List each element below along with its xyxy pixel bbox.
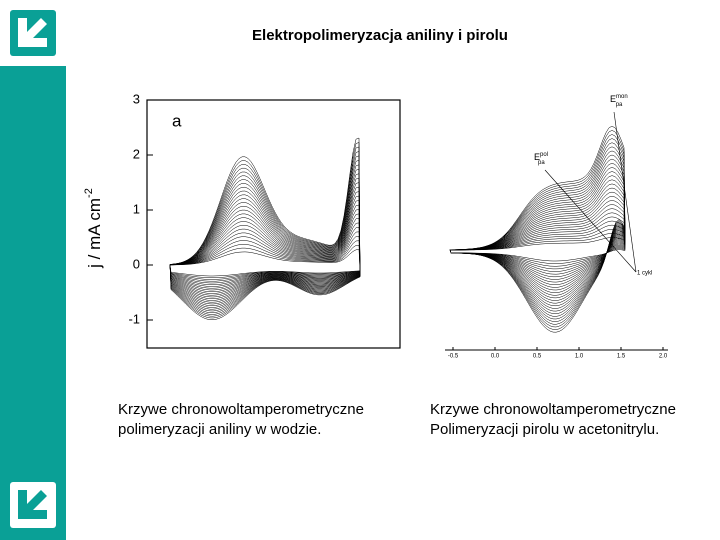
curve: [449, 237, 626, 262]
y-tick-label: -1: [128, 311, 140, 326]
annotation: Emon pa: [610, 94, 628, 108]
curve: [449, 191, 626, 291]
x-tick-label: -0.5: [448, 354, 459, 360]
caption: Krzywe chronowoltamperometryczne: [430, 401, 676, 418]
y-axis-label: j / mA cm-2: [83, 188, 105, 269]
curve: [169, 142, 361, 319]
annotation: 1 cykl: [637, 271, 652, 277]
panel-label: a: [172, 111, 182, 130]
curve: [449, 208, 626, 280]
curve: [449, 125, 626, 333]
curve: [449, 146, 626, 320]
y-tick-label: 3: [133, 91, 140, 106]
y-tick-label: 0: [133, 256, 140, 271]
curve: [449, 216, 626, 275]
curve: [449, 183, 626, 296]
logo-top: [10, 10, 56, 56]
curve: [449, 167, 626, 307]
caption: Krzywe chronowoltamperometryczne: [118, 401, 364, 418]
curve: [449, 163, 626, 309]
caption: polimeryzacji aniliny w wodzie.: [118, 421, 321, 438]
y-tick-label: 1: [133, 201, 140, 216]
x-tick-label: 1.0: [575, 354, 584, 360]
y-tick-label: 2: [133, 146, 140, 161]
curve: [449, 158, 626, 312]
curve: [449, 138, 626, 325]
x-tick-label: 1.5: [617, 354, 626, 360]
curve: [449, 200, 626, 285]
curve: [449, 154, 626, 315]
curve: [449, 220, 626, 272]
curve: [169, 164, 361, 310]
curve: [449, 229, 626, 267]
curve: [449, 224, 626, 270]
curve: [169, 159, 361, 312]
curve: [449, 212, 626, 278]
x-tick-label: 2.0: [659, 354, 668, 360]
curve: [449, 130, 626, 330]
curve: [169, 137, 361, 320]
curve: [449, 233, 626, 264]
curve: [169, 155, 361, 313]
curve: [449, 134, 626, 328]
curve: [449, 179, 626, 299]
curve: [449, 196, 626, 288]
title: Elektropolimeryzacja aniliny i pirolu: [252, 27, 508, 44]
curve: [449, 204, 626, 283]
side-bar: [0, 66, 66, 540]
figure-pyrrole: Emon pa Epol pa 1 cykl -0.5 0.0 0.5 1.0 1.5 2.0: [445, 94, 668, 360]
x-tick-label: 0.5: [533, 354, 542, 360]
curve: [449, 187, 626, 293]
curve: [449, 175, 626, 301]
curve: [169, 146, 361, 317]
figure-aniline: a j / mA cm-2 3 2 1 0 -1: [83, 91, 401, 349]
curve: [169, 151, 361, 315]
curve: [449, 150, 626, 317]
annotation: Epol pa: [534, 152, 548, 166]
x-tick-label: 0.0: [491, 354, 500, 360]
curve: [449, 171, 626, 304]
logo-bottom: [10, 482, 56, 528]
caption: Polimeryzacji pirolu w acetonitrylu.: [430, 421, 659, 438]
curve: [449, 142, 626, 322]
